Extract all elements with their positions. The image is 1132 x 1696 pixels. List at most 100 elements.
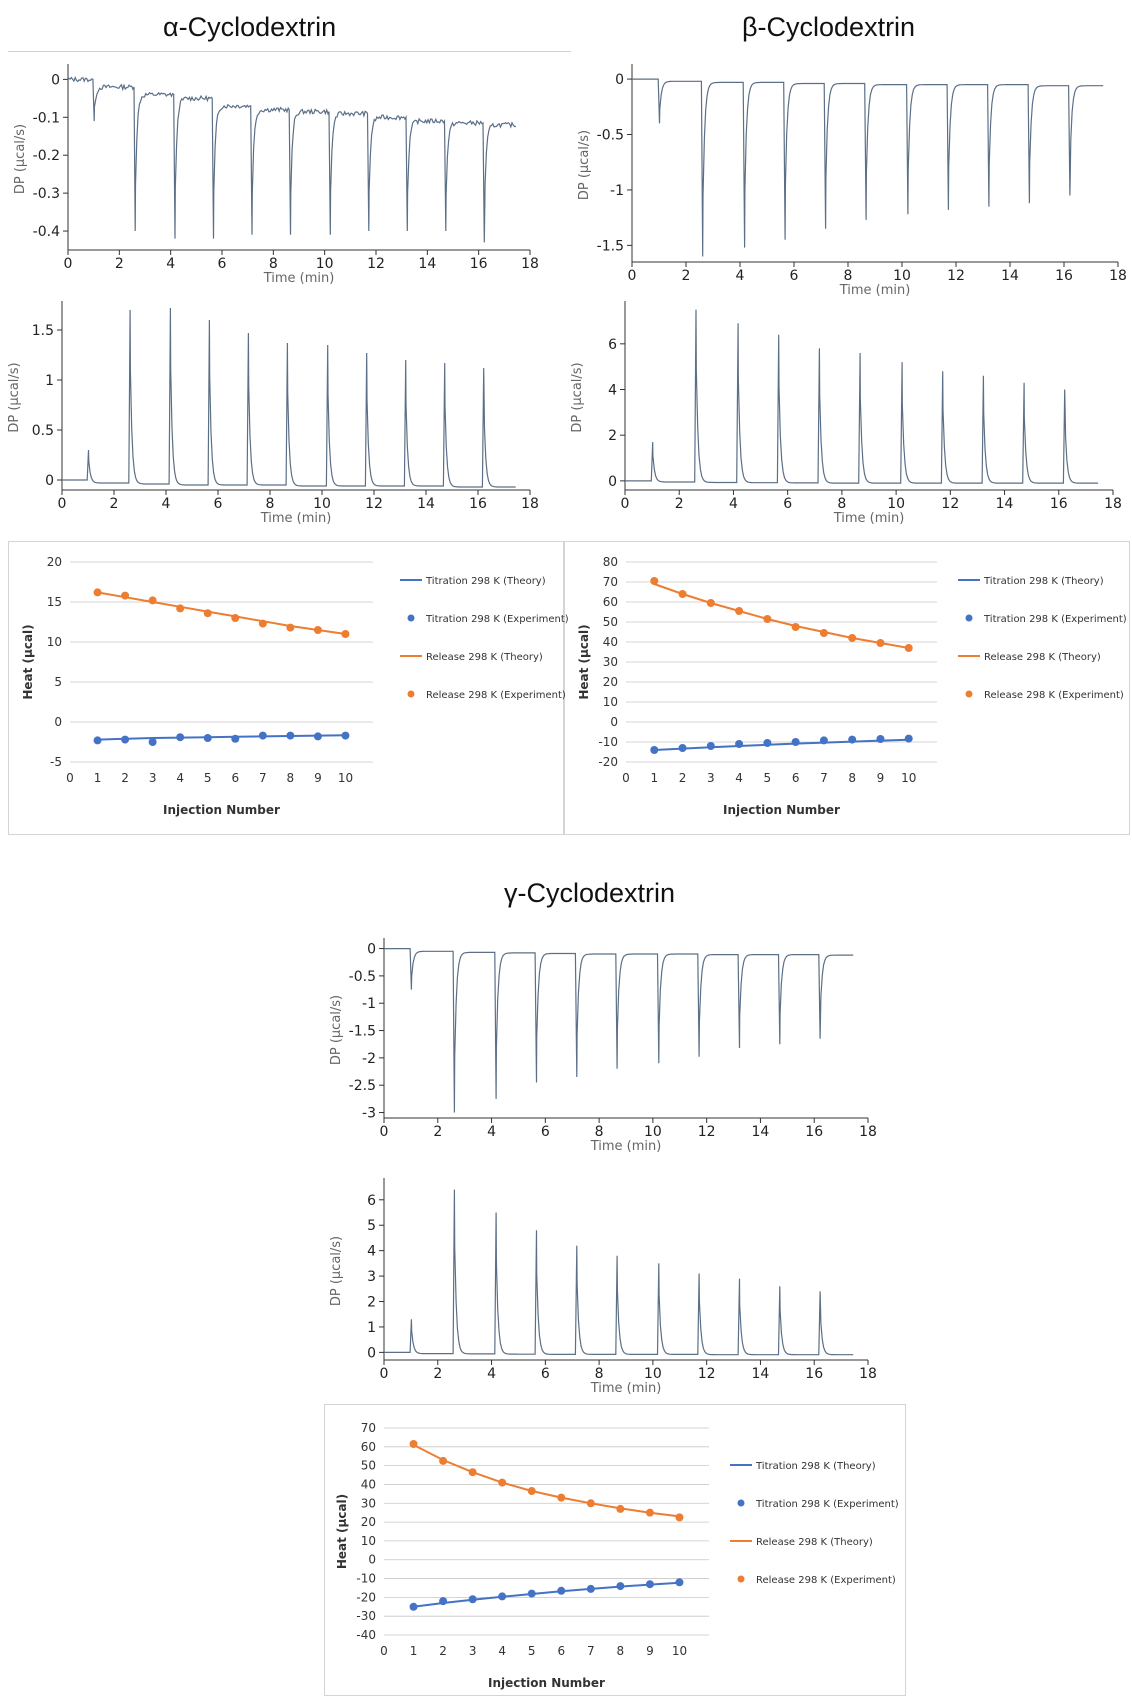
x-tick-label: 4 — [729, 496, 738, 512]
x-axis-label: Time (min) — [260, 511, 332, 526]
x-tick-label: 18 — [1104, 496, 1122, 512]
x-tick-label: 18 — [859, 1366, 877, 1382]
x-tick-label: 14 — [996, 496, 1014, 512]
x-tick-label: 8 — [844, 268, 853, 284]
y-axis-label: DP (µcal/s) — [329, 995, 344, 1065]
y-tick-label: 4 — [608, 383, 617, 399]
x-tick-label: 4 — [487, 1366, 496, 1382]
x-tick-label: 0 — [64, 256, 73, 272]
title-beta: β-Cyclodextrin — [742, 12, 916, 42]
x-axis-label: Time (min) — [590, 1381, 662, 1396]
title-gamma: γ-Cyclodextrin — [504, 878, 676, 908]
x-tick-label: 14 — [417, 496, 435, 512]
y-tick-label: -0.2 — [33, 148, 60, 164]
x-tick-label: 10 — [893, 268, 911, 284]
x-tick-label: 12 — [365, 496, 383, 512]
x-tick-label: 12 — [367, 256, 385, 272]
y-axis-label: DP (µcal/s) — [329, 1236, 344, 1306]
x-tick-label: 18 — [521, 256, 539, 272]
x-tick-label: 10 — [313, 496, 331, 512]
x-tick-label: 4 — [736, 268, 745, 284]
y-tick-label: 0 — [367, 942, 376, 958]
y-tick-label: -2 — [362, 1051, 376, 1067]
x-tick-label: 6 — [218, 256, 227, 272]
x-axis-label: Time (min) — [590, 1139, 662, 1154]
x-tick-label: 8 — [595, 1366, 604, 1382]
x-tick-label: 10 — [887, 496, 905, 512]
heat-panel-frame-alpha — [8, 541, 564, 835]
x-axis-label: Time (min) — [833, 511, 905, 526]
y-tick-label: 2 — [367, 1295, 376, 1311]
y-tick-label: 0.5 — [32, 423, 54, 439]
thermogram-trace — [384, 1189, 854, 1356]
x-tick-label: 12 — [698, 1124, 716, 1140]
y-tick-label: -1 — [362, 996, 376, 1012]
thermogram-trace — [632, 78, 1104, 257]
x-tick-label: 18 — [859, 1124, 877, 1140]
y-tick-label: -0.5 — [349, 969, 376, 985]
x-tick-label: 14 — [1001, 268, 1019, 284]
y-tick-label: 1 — [367, 1320, 376, 1336]
x-tick-label: 10 — [644, 1124, 662, 1140]
x-tick-label: 2 — [115, 256, 124, 272]
title-alpha: α-Cyclodextrin — [163, 12, 337, 42]
x-tick-label: 0 — [628, 268, 637, 284]
x-tick-label: 4 — [162, 496, 171, 512]
x-tick-label: 16 — [470, 256, 488, 272]
x-tick-label: 2 — [110, 496, 119, 512]
x-tick-label: 16 — [805, 1124, 823, 1140]
y-axis-label: DP (µcal/s) — [7, 362, 22, 432]
x-tick-label: 12 — [698, 1366, 716, 1382]
x-tick-label: 2 — [433, 1366, 442, 1382]
y-axis-label: DP (µcal/s) — [13, 124, 28, 194]
y-axis-label: DP (µcal/s) — [570, 362, 585, 432]
x-tick-label: 16 — [805, 1366, 823, 1382]
x-tick-label: 6 — [541, 1124, 550, 1140]
y-tick-label: 0 — [51, 72, 60, 88]
x-tick-label: 16 — [469, 496, 487, 512]
y-tick-label: 2 — [608, 428, 617, 444]
y-tick-label: -0.4 — [33, 224, 60, 240]
y-tick-label: 4 — [367, 1244, 376, 1260]
x-tick-label: 2 — [682, 268, 691, 284]
x-tick-label: 2 — [433, 1124, 442, 1140]
thermogram-trace — [67, 76, 516, 243]
y-tick-label: 1 — [45, 373, 54, 389]
y-tick-label: -1.5 — [597, 238, 624, 254]
y-tick-label: -3 — [362, 1106, 376, 1122]
x-tick-label: 6 — [541, 1366, 550, 1382]
x-tick-label: 4 — [166, 256, 175, 272]
x-tick-label: 6 — [214, 496, 223, 512]
y-tick-label: -0.5 — [597, 128, 624, 144]
thermogram-trace — [62, 307, 516, 488]
x-tick-label: 8 — [595, 1124, 604, 1140]
x-tick-label: 18 — [1109, 268, 1127, 284]
y-axis-label: DP (µcal/s) — [577, 130, 592, 200]
x-tick-label: 8 — [266, 496, 275, 512]
x-tick-label: 0 — [380, 1124, 389, 1140]
x-tick-label: 0 — [58, 496, 67, 512]
x-tick-label: 16 — [1055, 268, 1073, 284]
thermogram-trace — [625, 309, 1099, 484]
heat-panel-frame-beta — [564, 541, 1130, 835]
x-tick-label: 14 — [418, 256, 436, 272]
y-tick-label: 1.5 — [32, 323, 54, 339]
x-tick-label: 10 — [316, 256, 334, 272]
x-tick-label: 18 — [521, 496, 539, 512]
x-tick-label: 14 — [752, 1366, 770, 1382]
y-tick-label: 6 — [367, 1193, 376, 1209]
x-tick-label: 6 — [783, 496, 792, 512]
x-tick-label: 8 — [837, 496, 846, 512]
y-tick-label: 3 — [367, 1269, 376, 1285]
x-tick-label: 0 — [621, 496, 630, 512]
y-tick-label: 0 — [608, 474, 617, 490]
x-axis-label: Time (min) — [839, 283, 911, 298]
y-tick-label: 0 — [367, 1345, 376, 1361]
thermogram-trace — [384, 947, 854, 1113]
y-tick-label: 5 — [367, 1218, 376, 1234]
y-tick-label: -0.1 — [33, 110, 60, 126]
x-tick-label: 8 — [269, 256, 278, 272]
heat-panel-frame-gamma — [324, 1404, 906, 1696]
y-tick-label: -0.3 — [33, 186, 60, 202]
